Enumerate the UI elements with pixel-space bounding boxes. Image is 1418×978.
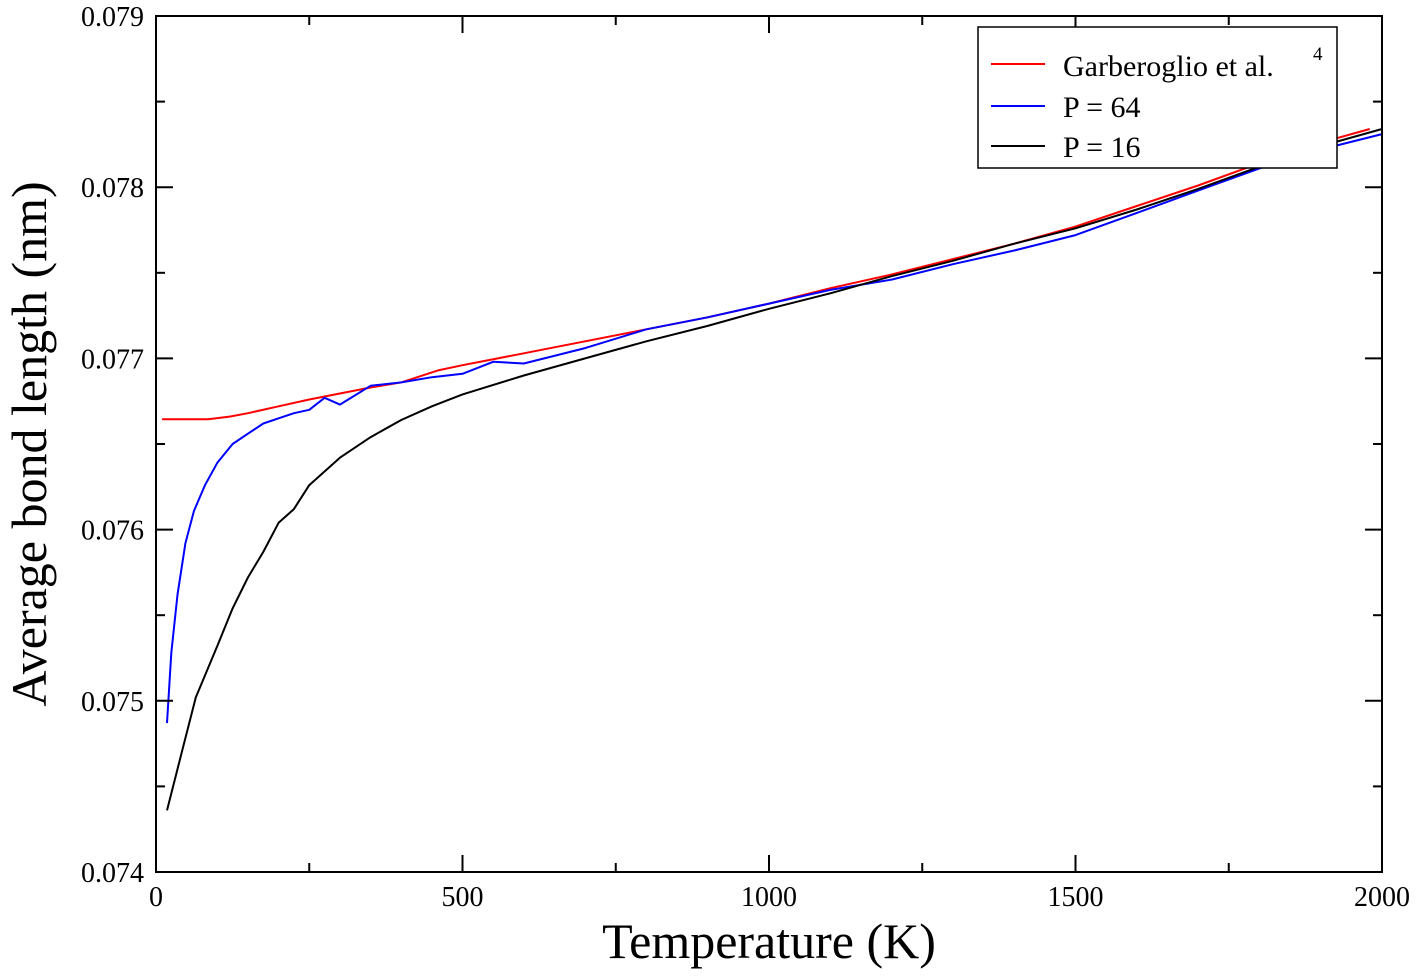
x-tick-label: 500 bbox=[442, 882, 484, 913]
y-axis-title: Average bond length (nm) bbox=[1, 181, 57, 706]
series-line-p-64 bbox=[166, 133, 1383, 724]
plot-lines bbox=[162, 128, 1383, 811]
x-tick-labels: 0 500 1000 1500 2000 bbox=[149, 882, 1410, 913]
legend: Garberoglio et al. 4 P = 64 P = 16 bbox=[977, 26, 1338, 169]
axis-ticks bbox=[155, 15, 1383, 873]
y-tick-label: 0.074 bbox=[81, 858, 144, 889]
legend-label-p16: P = 16 bbox=[1063, 131, 1141, 164]
x-tick-label: 0 bbox=[149, 882, 163, 913]
legend-label-p64: P = 64 bbox=[1063, 91, 1141, 124]
y-tick-label: 0.076 bbox=[81, 516, 144, 547]
x-tick-label: 1000 bbox=[741, 882, 797, 913]
legend-label-garberoglio: Garberoglio et al. bbox=[1063, 50, 1274, 83]
series-line-garberoglio-et-al bbox=[162, 128, 1370, 421]
y-tick-labels: 0.074 0.075 0.076 0.077 0.078 0.079 bbox=[81, 2, 144, 889]
x-tick-label: 2000 bbox=[1354, 882, 1410, 913]
legend-superscript-garberoglio: 4 bbox=[1313, 44, 1323, 65]
legend-box bbox=[977, 26, 1338, 169]
y-tick-label: 0.075 bbox=[81, 687, 144, 718]
x-tick-label: 1500 bbox=[1048, 882, 1104, 913]
y-tick-label: 0.079 bbox=[81, 2, 144, 33]
y-tick-label: 0.078 bbox=[81, 173, 144, 204]
y-tick-label: 0.077 bbox=[81, 344, 144, 375]
x-axis-title: Temperature (K) bbox=[602, 913, 936, 969]
series-line-p-16 bbox=[166, 128, 1383, 811]
